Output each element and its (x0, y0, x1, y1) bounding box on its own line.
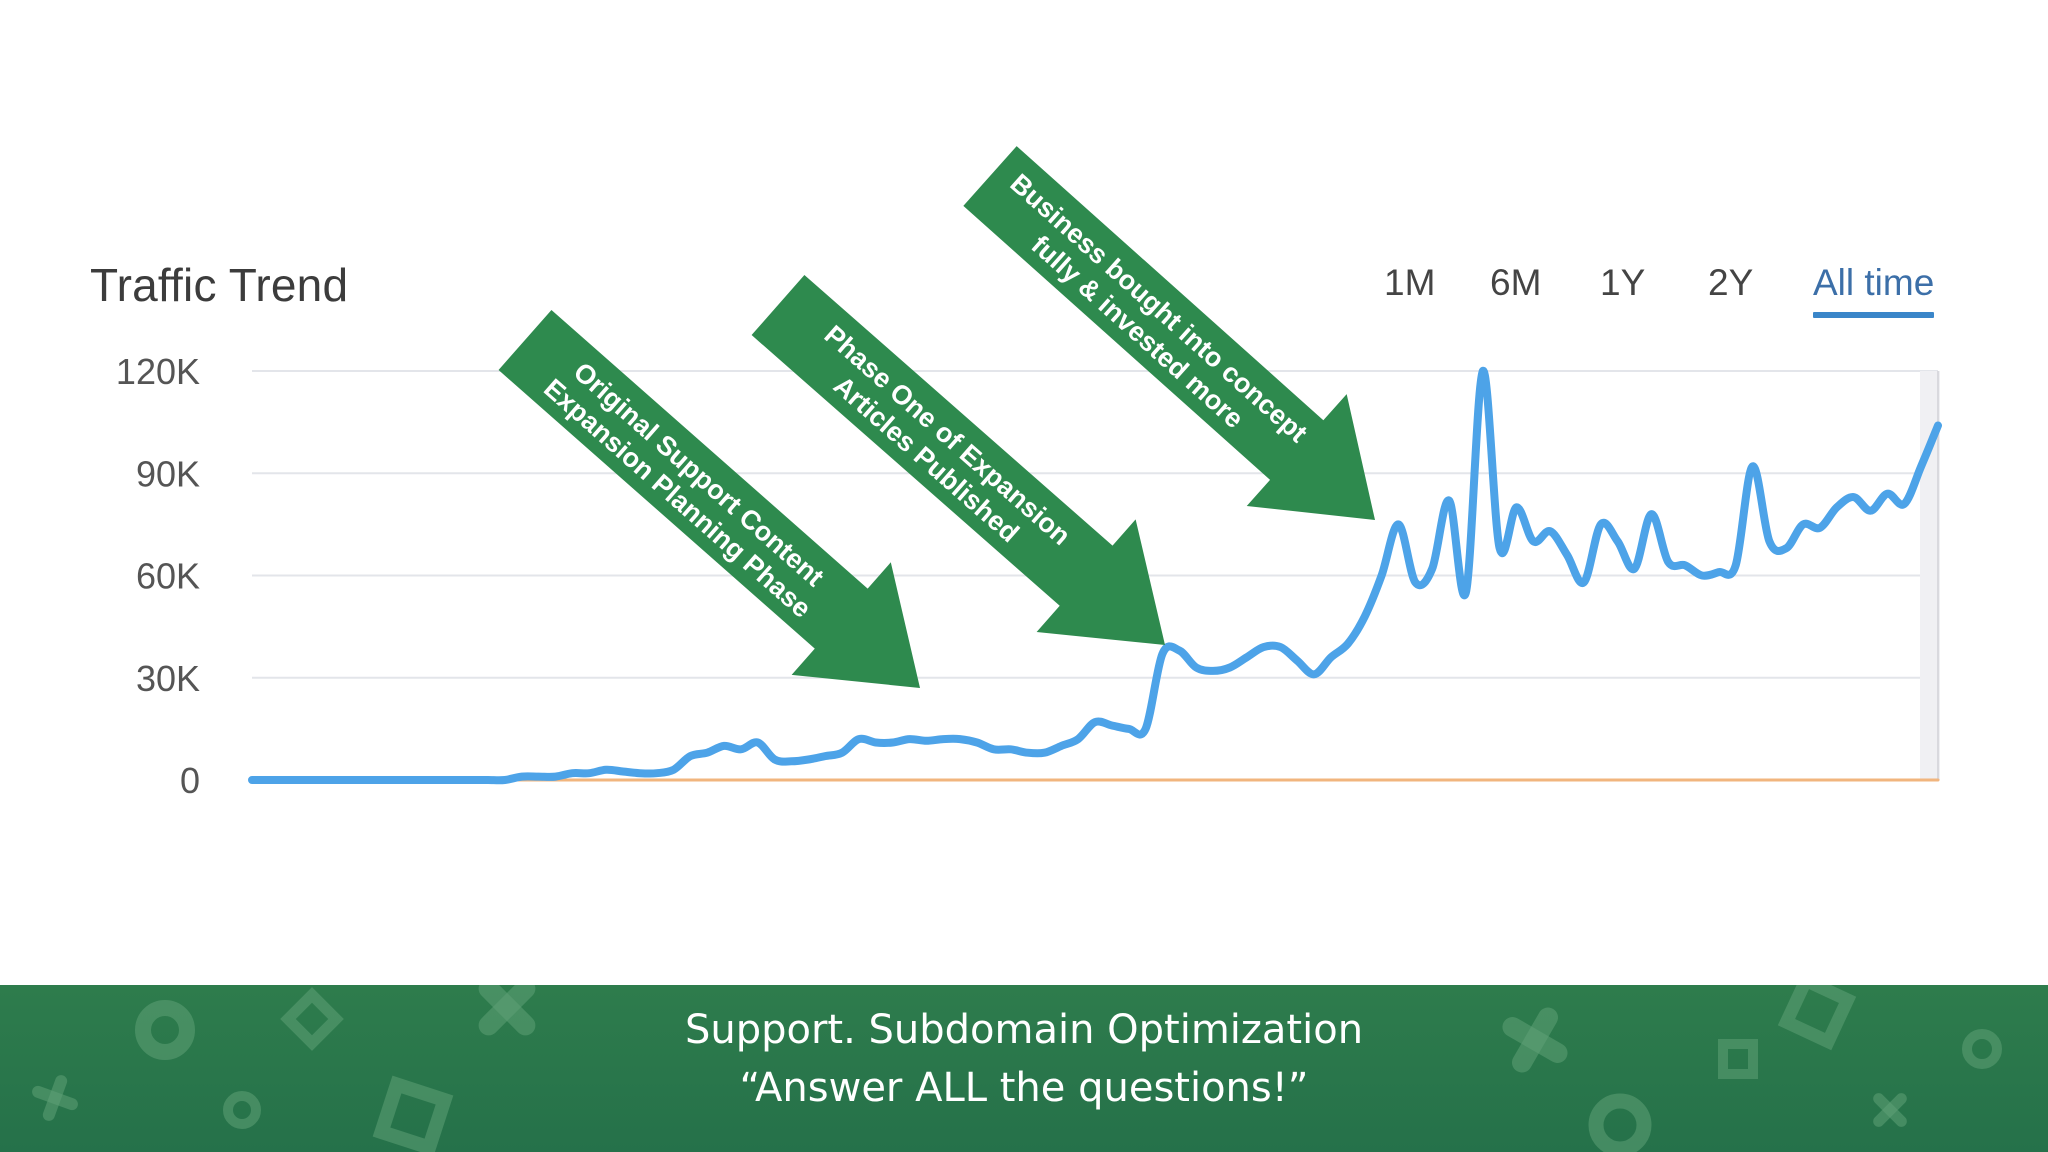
footer-decorative-shapes (32, 985, 2002, 1152)
annotation-text-line: Phase One of Expansion (819, 320, 1077, 551)
cross-shape-icon (32, 1075, 78, 1121)
ring-shape-icon (223, 1091, 261, 1129)
range-tab-6m[interactable]: 6M (1490, 262, 1542, 303)
cross-shape-icon (1502, 1007, 1568, 1073)
cross-shape-icon (1873, 1093, 1907, 1127)
ring-shape-icon (1962, 1029, 2002, 1069)
y-axis-tick-labels: 0 30K 60K 90K 120K (116, 351, 200, 801)
y-tick-label: 90K (136, 453, 200, 494)
diamond-shape-icon (1777, 985, 1857, 1051)
y-tick-label: 0 (180, 760, 200, 801)
chart-title: Traffic Trend (90, 259, 349, 311)
footer-tagline: “Answer ALL the questions!” (739, 1065, 1309, 1111)
footer-banner: Support. Subdomain Optimization “Answer … (0, 985, 2048, 1152)
cross-shape-icon (478, 985, 536, 1036)
range-tab-all-time[interactable]: All time (1813, 262, 1935, 318)
range-selector: 1M 6M 1Y 2Y All time (0, 262, 2048, 322)
range-tab-2y[interactable]: 2Y (1708, 262, 1754, 303)
series-lines (248, 366, 1942, 785)
annotation-text-line: Expansion Planning Phase (538, 373, 817, 624)
square-shape-icon (1718, 1039, 1758, 1079)
y-tick-label: 60K (136, 556, 200, 597)
y-tick-label: 120K (116, 351, 200, 392)
range-tab-1y[interactable]: 1Y (1600, 262, 1646, 303)
arrow-shape-icon (498, 309, 921, 688)
plot-right-edge (1920, 371, 1940, 780)
arrow-shape-icon (751, 274, 1166, 645)
diamond-shape-icon (280, 987, 344, 1051)
ring-shape-icon (135, 1000, 195, 1060)
series-line-traffic (248, 366, 1942, 785)
arrow-shape-icon (963, 146, 1376, 520)
footer-title: Support. Subdomain Optimization (684, 1007, 1364, 1053)
annotation-text-line: Business bought into concept (1005, 168, 1314, 448)
ring-shape-icon (1588, 1093, 1652, 1152)
y-tick-label: 30K (136, 658, 200, 699)
annotation-text-line: Original Support Content (568, 357, 830, 593)
range-tab-1m[interactable]: 1M (1384, 262, 1436, 303)
square-shape-icon (372, 1075, 454, 1152)
